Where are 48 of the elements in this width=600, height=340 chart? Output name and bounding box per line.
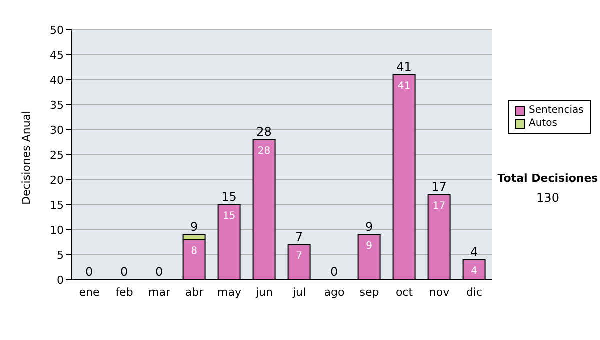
y-tick-label: 15 (50, 198, 64, 212)
data-label: 7 (296, 251, 302, 262)
total-label: 0 (330, 265, 338, 279)
total-label: 41 (396, 60, 412, 74)
x-tick-label: ago (324, 286, 345, 299)
data-label: 9 (366, 241, 372, 252)
y-tick-label: 20 (50, 174, 64, 187)
y-tick-label: 45 (50, 48, 64, 62)
total-label: 0 (155, 265, 164, 279)
total-label: 9 (365, 220, 374, 234)
x-tick-label: oct (396, 286, 414, 299)
x-tick-label: mar (148, 286, 171, 299)
x-tick-label: ene (79, 286, 100, 299)
y-tick-label: 10 (50, 224, 64, 237)
y-tick-label: 35 (50, 98, 64, 112)
data-label: 8 (191, 246, 198, 257)
y-tick-label: 50 (50, 24, 64, 37)
y-axis-title: Decisiones Anual (20, 110, 33, 205)
y-tick-label: 30 (50, 124, 64, 137)
y-tick-label: 0 (57, 274, 64, 287)
total-label: 28 (256, 125, 272, 139)
total-label: 7 (295, 230, 304, 244)
x-tick-label: jul (292, 286, 306, 299)
data-label: 4 (471, 266, 478, 277)
x-tick-label: feb (116, 286, 134, 299)
data-label: 17 (432, 201, 446, 212)
total-label: 17 (432, 180, 447, 194)
y-tick-label: 5 (57, 248, 64, 262)
total-label: 9 (190, 220, 198, 234)
x-tick-label: sep (360, 286, 380, 299)
data-label: 28 (258, 146, 271, 157)
legend-label: Sentencias (529, 104, 584, 117)
x-tick-label: abr (185, 286, 204, 299)
total-label: 15 (222, 190, 237, 204)
data-label: 15 (222, 211, 236, 222)
x-tick-label: dic (466, 286, 483, 299)
total-label: 4 (470, 245, 478, 259)
text: Total Decisiones (496, 172, 600, 185)
data-label: 41 (398, 81, 411, 92)
text: 130 (536, 191, 560, 205)
y-tick-label: 25 (50, 148, 64, 162)
total-label: 0 (85, 265, 94, 279)
y-tick-label: 40 (50, 74, 64, 87)
x-tick-label: nov (429, 286, 450, 299)
x-tick-label: may (218, 286, 242, 299)
total-label: 0 (120, 265, 128, 279)
x-tick-label: jun (255, 286, 274, 299)
legend-label: Autos (529, 117, 558, 130)
